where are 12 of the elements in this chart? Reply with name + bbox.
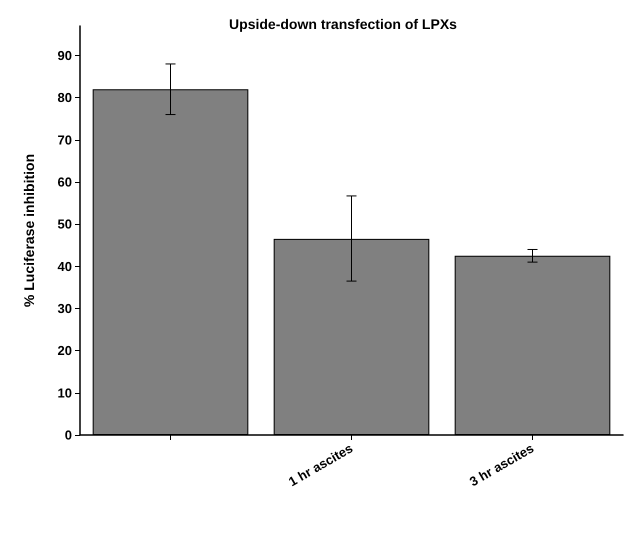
y-tick-label: 60 [58,174,72,190]
y-tick-label: 30 [58,301,72,316]
chart-title: Upside-down transfection of LPXs [229,16,458,32]
y-tick-label: 20 [58,343,72,358]
y-tick-label: 90 [58,48,72,64]
y-tick-label: 0 [64,428,72,442]
y-tick-label: 80 [58,90,72,106]
y-tick-label: 40 [58,258,72,274]
y-tick-label: 70 [58,132,72,148]
y-tick-label: 50 [58,216,72,232]
y-axis-title: % Luciferase inhibition [21,154,37,308]
y-tick-label: 10 [58,385,72,400]
